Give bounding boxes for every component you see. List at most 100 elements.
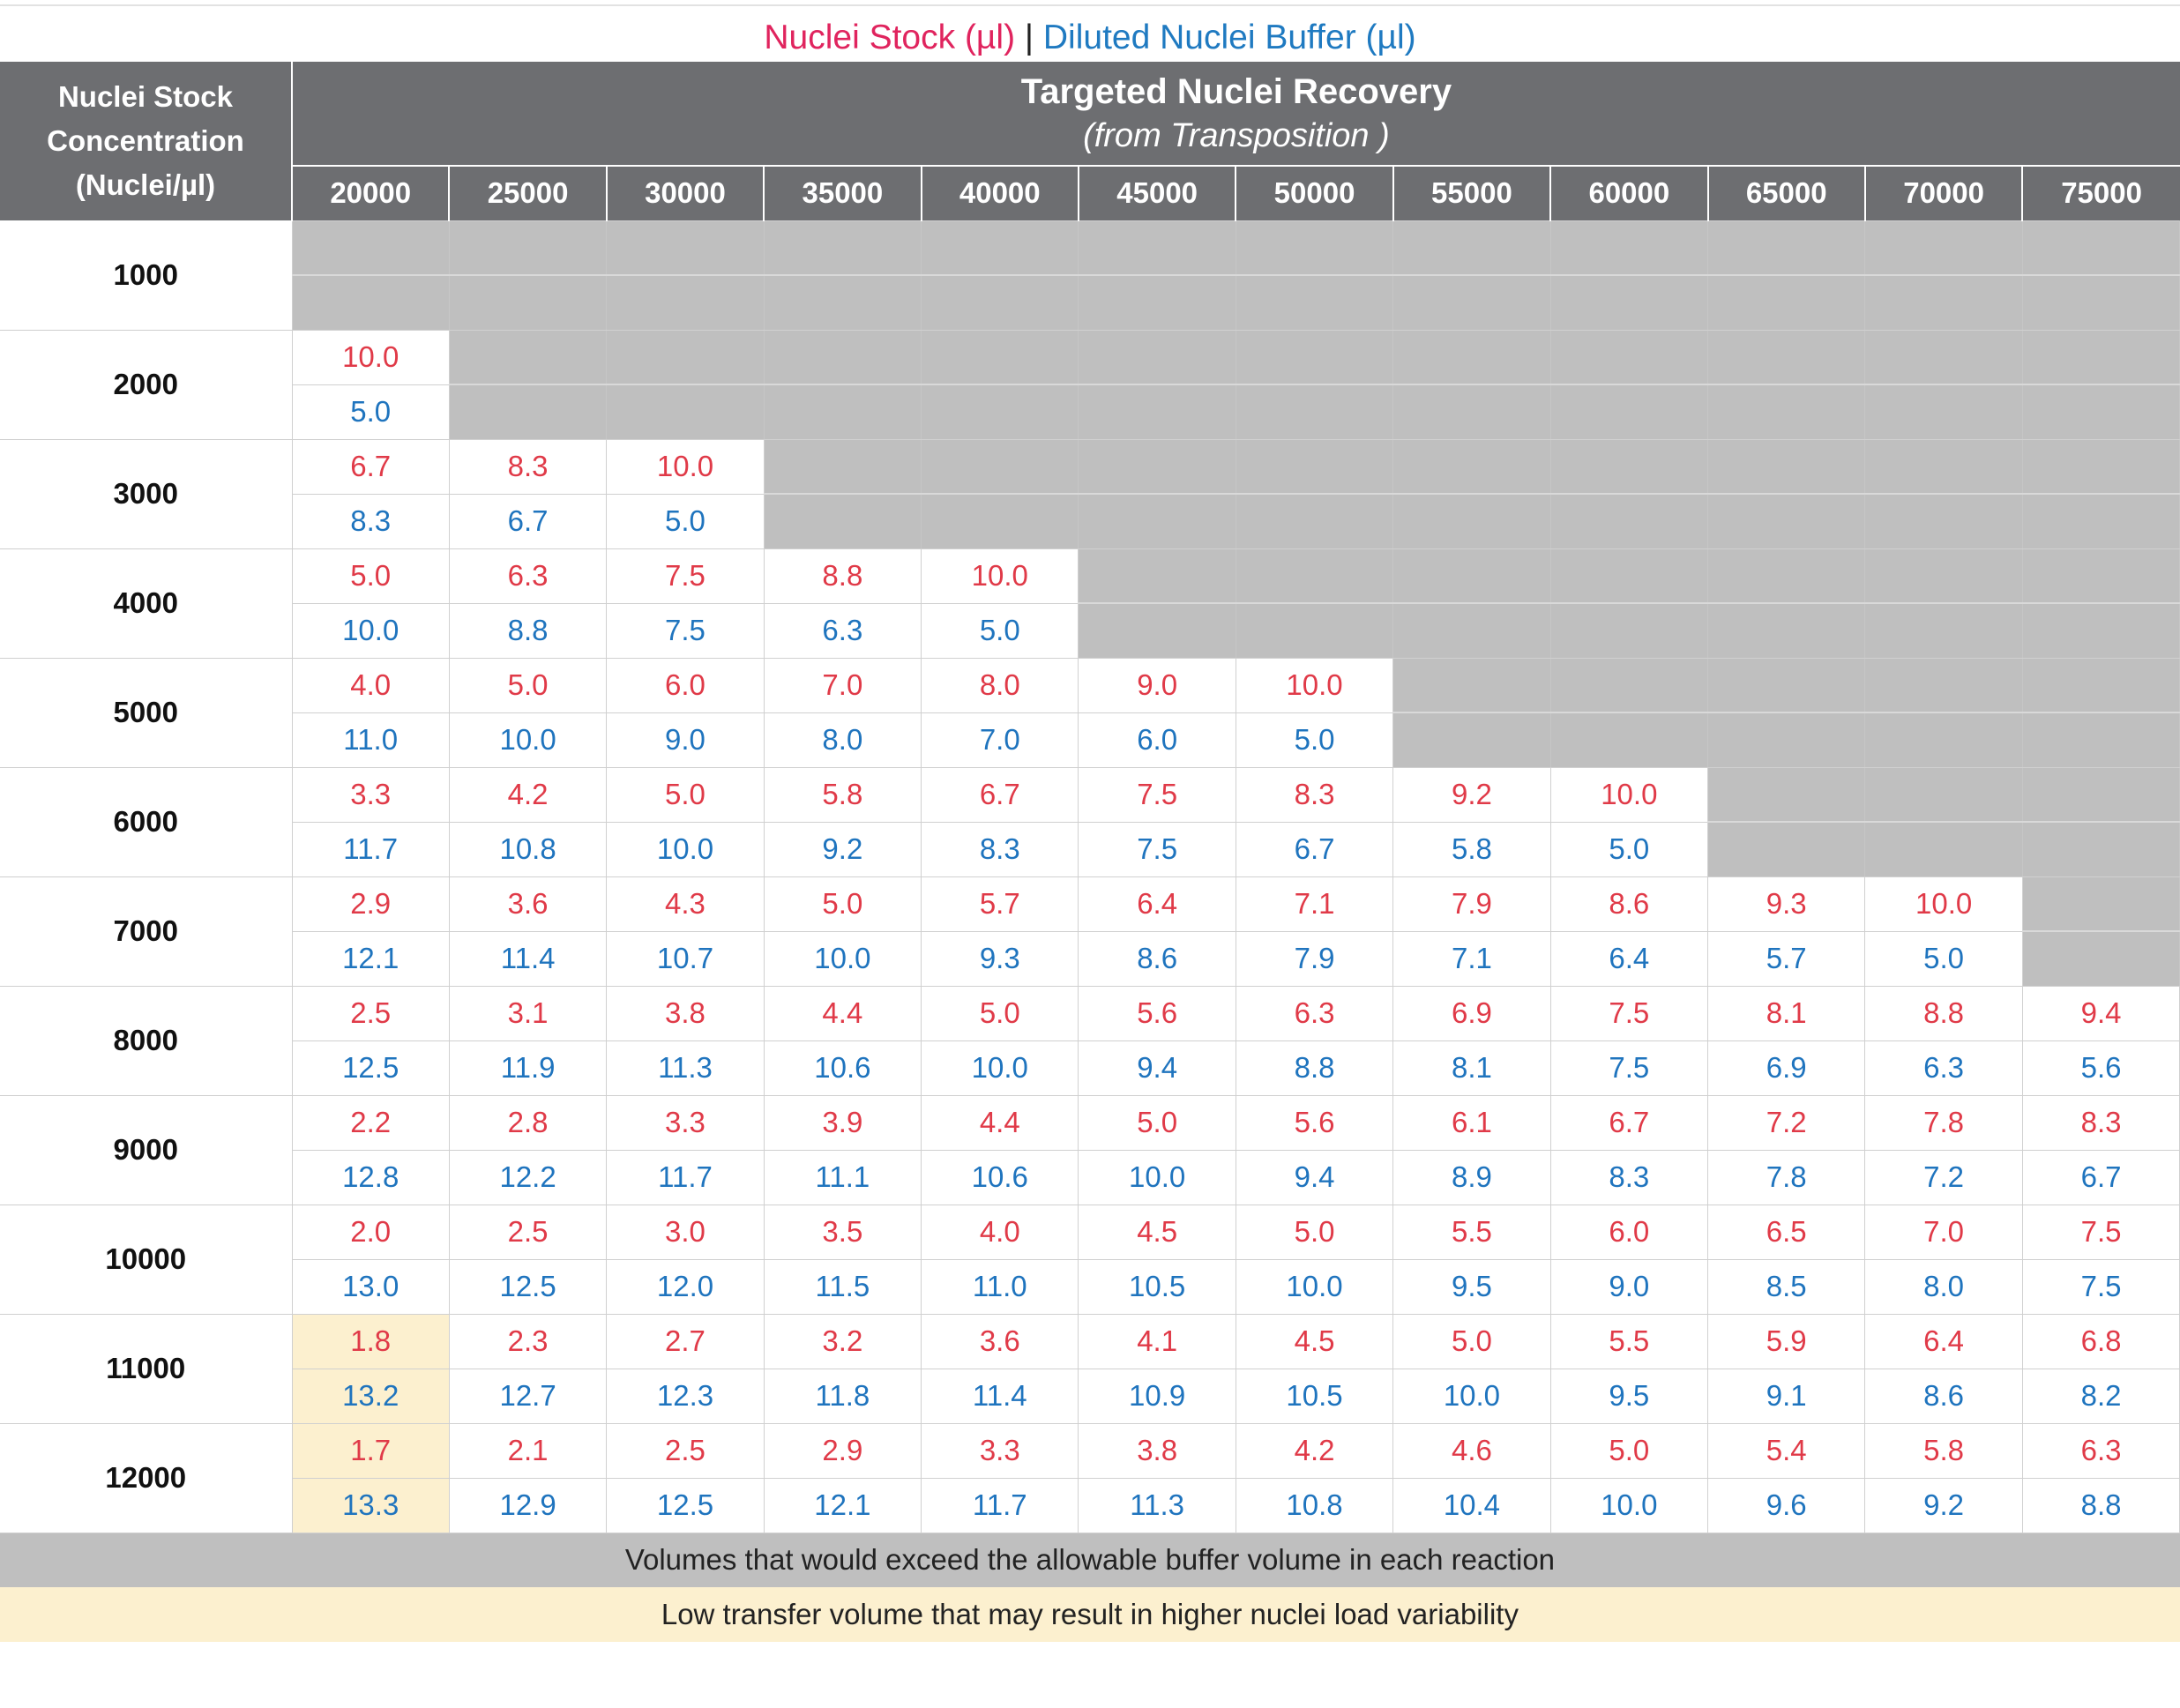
buffer-cell: 11.7 bbox=[291, 821, 450, 877]
exceed-cell bbox=[1864, 603, 2023, 659]
exceed-cell bbox=[1707, 603, 1866, 659]
nuclei-stock-cell: 3.9 bbox=[763, 1094, 922, 1151]
nuclei-stock-cell: 5.0 bbox=[1235, 1204, 1394, 1260]
exceed-cell bbox=[2021, 712, 2180, 768]
nuclei-stock-cell: 8.8 bbox=[1864, 985, 2023, 1041]
buffer-cell: 10.0 bbox=[1078, 1149, 1236, 1205]
table-row-buffer: 5.0 bbox=[0, 384, 2180, 440]
exceed-cell bbox=[1864, 438, 2023, 495]
table-row-buffer: 12.5 11.9 11.3 10.6 10.0 9.4 8.8 8.1 7.5 6.9 6.3 5.… bbox=[0, 1040, 2180, 1096]
buffer-cell: 12.3 bbox=[606, 1368, 765, 1424]
buffer-cell: 10.8 bbox=[448, 821, 608, 877]
buffer-cell: 10.0 bbox=[763, 930, 922, 987]
row-concentration: 12000 bbox=[0, 1423, 293, 1533]
legend-low: Low transfer volume that may result in h… bbox=[0, 1587, 2180, 1642]
buffer-cell: 10.0 bbox=[448, 712, 608, 768]
nuclei-stock-cell: 5.0 bbox=[763, 876, 922, 932]
nuclei-stock-cell: 2.0 bbox=[291, 1204, 450, 1260]
buffer-cell: 7.2 bbox=[1864, 1149, 2023, 1205]
table-row-buffer: 11.0 10.0 9.0 8.0 7.0 6.0 5.0 bbox=[0, 712, 2180, 768]
nuclei-stock-cell: 4.4 bbox=[921, 1094, 1079, 1151]
exceed-cell bbox=[1392, 438, 1551, 495]
nuclei-stock-cell: 3.6 bbox=[921, 1313, 1079, 1369]
nuclei-stock-cell: 3.2 bbox=[763, 1313, 922, 1369]
nuclei-stock-cell: 5.8 bbox=[763, 766, 922, 823]
nuclei-stock-cell: 8.3 bbox=[1235, 766, 1394, 823]
table-row-stock: 3000 6.7 8.3 10.0 bbox=[0, 438, 2180, 549]
buffer-cell: 8.6 bbox=[1864, 1368, 2023, 1424]
nuclei-stock-cell: 2.1 bbox=[448, 1422, 608, 1479]
table-row-stock: 8000 2.5 3.1 3.8 4.4 5.0 5.6 6.3 6.9 7.5 8.1 8.8 9.4 bbox=[0, 985, 2180, 1096]
exceed-cell bbox=[1864, 712, 2023, 768]
nuclei-stock-cell: 8.3 bbox=[448, 438, 608, 495]
exceed-cell bbox=[1707, 657, 1866, 713]
exceed-cell bbox=[291, 220, 450, 276]
nuclei-stock-cell: 3.3 bbox=[606, 1094, 765, 1151]
nuclei-stock-cell: 8.3 bbox=[2021, 1094, 2180, 1151]
header-recovery-title: Targeted Nuclei Recovery bbox=[1020, 71, 1452, 111]
table-row-stock: 2000 10.0 bbox=[0, 329, 2180, 440]
buffer-cell: 5.0 bbox=[606, 493, 765, 549]
row-concentration: 4000 bbox=[0, 548, 293, 659]
dilution-table: Nuclei Stock Concentration (Nuclei/µl) T… bbox=[0, 62, 2180, 1642]
header-conc-line3: (Nuclei/µl) bbox=[75, 168, 216, 201]
exceed-cell bbox=[763, 438, 922, 495]
exceed-cell bbox=[1707, 494, 1866, 549]
nuclei-stock-cell: 3.5 bbox=[763, 1204, 922, 1260]
title-separator: | bbox=[1024, 19, 1034, 56]
table-row-stock: 11000 1.8 2.3 2.7 3.2 3.6 4.1 4.5 5.0 5.5 5.9 6.4 6.… bbox=[0, 1313, 2180, 1424]
exceed-cell bbox=[448, 384, 608, 440]
buffer-cell: 9.3 bbox=[921, 930, 1079, 987]
exceed-cell bbox=[921, 438, 1079, 495]
buffer-cell: 13.0 bbox=[291, 1258, 450, 1315]
exceed-cell bbox=[1078, 275, 1236, 331]
table-body: 1000 2000 10.0 5.0 3000 6.7 8.3 10.0 8.3 6.7 5.0 40… bbox=[0, 220, 2180, 1533]
buffer-cell: 11.3 bbox=[606, 1040, 765, 1096]
table-title: Nuclei Stock (µl) | Diluted Nuclei Buffe… bbox=[0, 4, 2180, 63]
buffer-cell: 11.7 bbox=[921, 1477, 1079, 1533]
buffer-cell: 7.1 bbox=[1392, 930, 1551, 987]
table-row-buffer: 13.2 12.7 12.3 11.8 11.4 10.9 10.5 10.0 9.5 9.1 8.… bbox=[0, 1368, 2180, 1424]
nuclei-stock-cell: 2.9 bbox=[291, 876, 450, 932]
exceed-cell bbox=[606, 220, 765, 276]
column-header: 20000 bbox=[290, 165, 450, 220]
buffer-cell: 7.5 bbox=[1078, 821, 1236, 877]
table-row-stock: 7000 2.9 3.6 4.3 5.0 5.7 6.4 7.1 7.9 8.6 9.3 10.0 bbox=[0, 876, 2180, 987]
nuclei-stock-cell: 10.0 bbox=[1235, 657, 1394, 713]
exceed-cell bbox=[921, 220, 1079, 276]
buffer-cell: 8.3 bbox=[1549, 1149, 1709, 1205]
buffer-cell: 9.5 bbox=[1549, 1368, 1709, 1424]
exceed-cell bbox=[448, 329, 608, 385]
exceed-cell bbox=[1864, 275, 2023, 331]
nuclei-stock-cell: 6.3 bbox=[448, 548, 608, 604]
nuclei-stock-cell: 5.5 bbox=[1392, 1204, 1551, 1260]
nuclei-stock-cell: 3.8 bbox=[1078, 1422, 1236, 1479]
buffer-cell: 10.0 bbox=[1235, 1258, 1394, 1315]
header-conc-line2: Concentration bbox=[47, 124, 244, 157]
exceed-cell bbox=[1864, 384, 2023, 440]
exceed-cell bbox=[921, 494, 1079, 549]
row-concentration: 9000 bbox=[0, 1095, 293, 1205]
buffer-cell: 9.0 bbox=[1549, 1258, 1709, 1315]
buffer-cell: 11.9 bbox=[448, 1040, 608, 1096]
exceed-cell bbox=[1864, 657, 2023, 713]
exceed-cell bbox=[1707, 548, 1866, 604]
buffer-cell: 12.0 bbox=[606, 1258, 765, 1315]
exceed-cell bbox=[2021, 657, 2180, 713]
nuclei-stock-cell: 5.6 bbox=[1235, 1094, 1394, 1151]
row-concentration: 11000 bbox=[0, 1314, 293, 1424]
nuclei-stock-cell: 10.0 bbox=[606, 438, 765, 495]
exceed-cell bbox=[1549, 548, 1709, 604]
buffer-cell: 6.7 bbox=[1235, 821, 1394, 877]
buffer-cell: 8.6 bbox=[1078, 930, 1236, 987]
title-buffer-label: Diluted Nuclei Buffer (µl) bbox=[1042, 19, 1416, 56]
table-row-buffer: 13.3 12.9 12.5 12.1 11.7 11.3 10.8 10.4 10.0 9.6 9… bbox=[0, 1477, 2180, 1533]
buffer-cell: 5.0 bbox=[1235, 712, 1394, 768]
nuclei-stock-cell: 2.9 bbox=[763, 1422, 922, 1479]
buffer-cell: 12.8 bbox=[291, 1149, 450, 1205]
buffer-cell: 11.0 bbox=[291, 712, 450, 768]
nuclei-stock-cell: 5.0 bbox=[1549, 1422, 1709, 1479]
buffer-cell: 9.2 bbox=[763, 821, 922, 877]
nuclei-stock-cell: 6.4 bbox=[1078, 876, 1236, 932]
nuclei-stock-cell: 4.0 bbox=[921, 1204, 1079, 1260]
